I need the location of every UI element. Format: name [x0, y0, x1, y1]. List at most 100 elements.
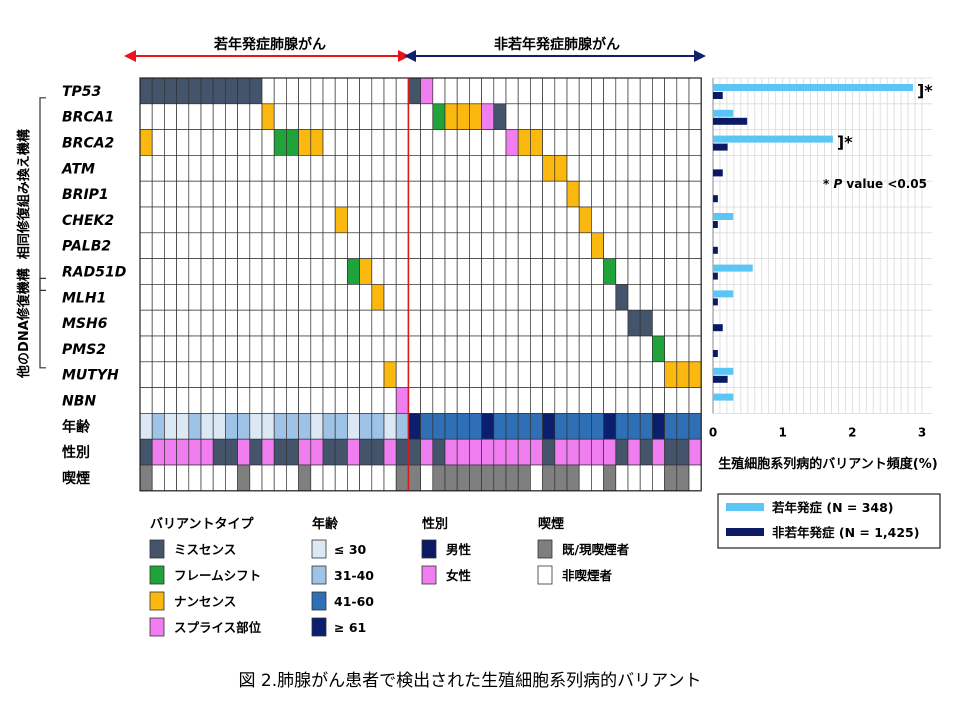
empty-cell — [664, 206, 678, 234]
empty-cell — [176, 309, 190, 337]
empty-cell — [517, 155, 531, 182]
age-cell — [627, 413, 641, 440]
empty-cell — [676, 180, 690, 208]
empty-cell — [322, 180, 336, 208]
empty-cell — [371, 232, 385, 259]
empty-cell — [408, 361, 421, 388]
age-cell — [566, 413, 580, 440]
legend-smoke-title: 喫煙 — [538, 516, 564, 532]
empty-cell — [347, 284, 360, 311]
smoking-cell — [566, 464, 580, 492]
empty-cell — [444, 258, 458, 285]
empty-cell — [566, 232, 580, 259]
empty-cell — [530, 258, 543, 285]
empty-cell — [383, 129, 397, 156]
x-tick-label: 0 — [709, 425, 717, 439]
empty-cell — [432, 284, 446, 311]
age-cell — [237, 413, 251, 440]
empty-cell — [249, 387, 263, 414]
empty-cell — [469, 206, 482, 234]
empty-cell — [371, 309, 385, 337]
empty-cell — [603, 387, 617, 414]
empty-cell — [200, 309, 214, 337]
empty-cell — [469, 232, 482, 259]
empty-cell — [359, 309, 373, 337]
gene-label-column: TP53 BRCA1 BRCA2 ATM BRIP1 CHEK2 PALB2 RAD51D ML… — [61, 84, 126, 487]
sex-cell — [249, 438, 263, 466]
empty-cell — [639, 77, 653, 105]
empty-cell — [176, 284, 190, 311]
variant-cell — [151, 77, 165, 105]
empty-cell — [408, 129, 421, 156]
legend-smoking-swatch — [537, 565, 553, 585]
empty-cell — [164, 387, 177, 414]
empty-cell — [225, 361, 238, 388]
empty-cell — [542, 335, 556, 363]
empty-cell — [188, 361, 202, 388]
empty-cell — [591, 77, 604, 105]
empty-cell — [456, 232, 470, 259]
legend-variant-title: バリアントタイプ — [150, 517, 254, 532]
empty-cell — [347, 155, 360, 182]
empty-cell — [200, 335, 214, 363]
empty-cell — [603, 309, 617, 337]
empty-cell — [395, 129, 409, 156]
empty-cell — [225, 103, 238, 130]
empty-cell — [517, 180, 531, 208]
empty-cell — [151, 232, 165, 259]
empty-cell — [151, 103, 165, 130]
empty-cell — [408, 180, 421, 208]
bar-legend-box: 若年発症 (N = 348) 非若年発症 (N = 1,425) — [717, 493, 941, 549]
empty-cell — [176, 180, 190, 208]
empty-cell — [273, 206, 287, 234]
empty-cell — [237, 335, 251, 363]
empty-cell — [615, 232, 629, 259]
empty-cell — [139, 232, 153, 259]
sex-cell — [322, 438, 336, 466]
smoking-cell — [212, 464, 226, 492]
empty-cell — [603, 103, 617, 130]
smoking-cell — [591, 464, 604, 492]
empty-cell — [493, 206, 507, 234]
empty-cell — [639, 129, 653, 156]
empty-cell — [322, 206, 336, 234]
age-cell — [688, 413, 702, 440]
empty-cell — [237, 103, 251, 130]
empty-cell — [530, 180, 543, 208]
sex-cell — [139, 438, 153, 466]
empty-cell — [554, 284, 568, 311]
empty-cell — [383, 309, 397, 337]
empty-cell — [347, 103, 360, 130]
variant-cell — [347, 258, 360, 285]
empty-cell — [298, 232, 312, 259]
empty-cell — [432, 258, 446, 285]
empty-cell — [383, 258, 397, 285]
empty-cell — [469, 309, 482, 337]
empty-cell — [493, 258, 507, 285]
empty-cell — [652, 103, 665, 130]
age-cell — [176, 413, 190, 440]
empty-cell — [493, 309, 507, 337]
sex-cell — [371, 438, 385, 466]
empty-cell — [395, 155, 409, 182]
legend-age-swatch — [311, 617, 327, 637]
empty-cell — [164, 284, 177, 311]
empty-cell — [237, 258, 251, 285]
empty-cell — [493, 361, 507, 388]
empty-cell — [261, 335, 275, 363]
empty-cell — [420, 258, 434, 285]
empty-cell — [530, 206, 543, 234]
smoking-cell — [237, 464, 251, 492]
empty-cell — [603, 129, 617, 156]
empty-cell — [481, 309, 495, 337]
empty-cell — [359, 206, 373, 234]
empty-cell — [542, 206, 556, 234]
sex-cell — [286, 438, 299, 466]
empty-cell — [176, 155, 190, 182]
age-cell — [200, 413, 214, 440]
empty-cell — [432, 387, 446, 414]
gene-label: TP53 — [62, 84, 101, 100]
bar-legend-young: 若年発症 (N = 348) — [771, 500, 894, 515]
variant-cell — [286, 129, 299, 156]
sex-cell — [188, 438, 202, 466]
